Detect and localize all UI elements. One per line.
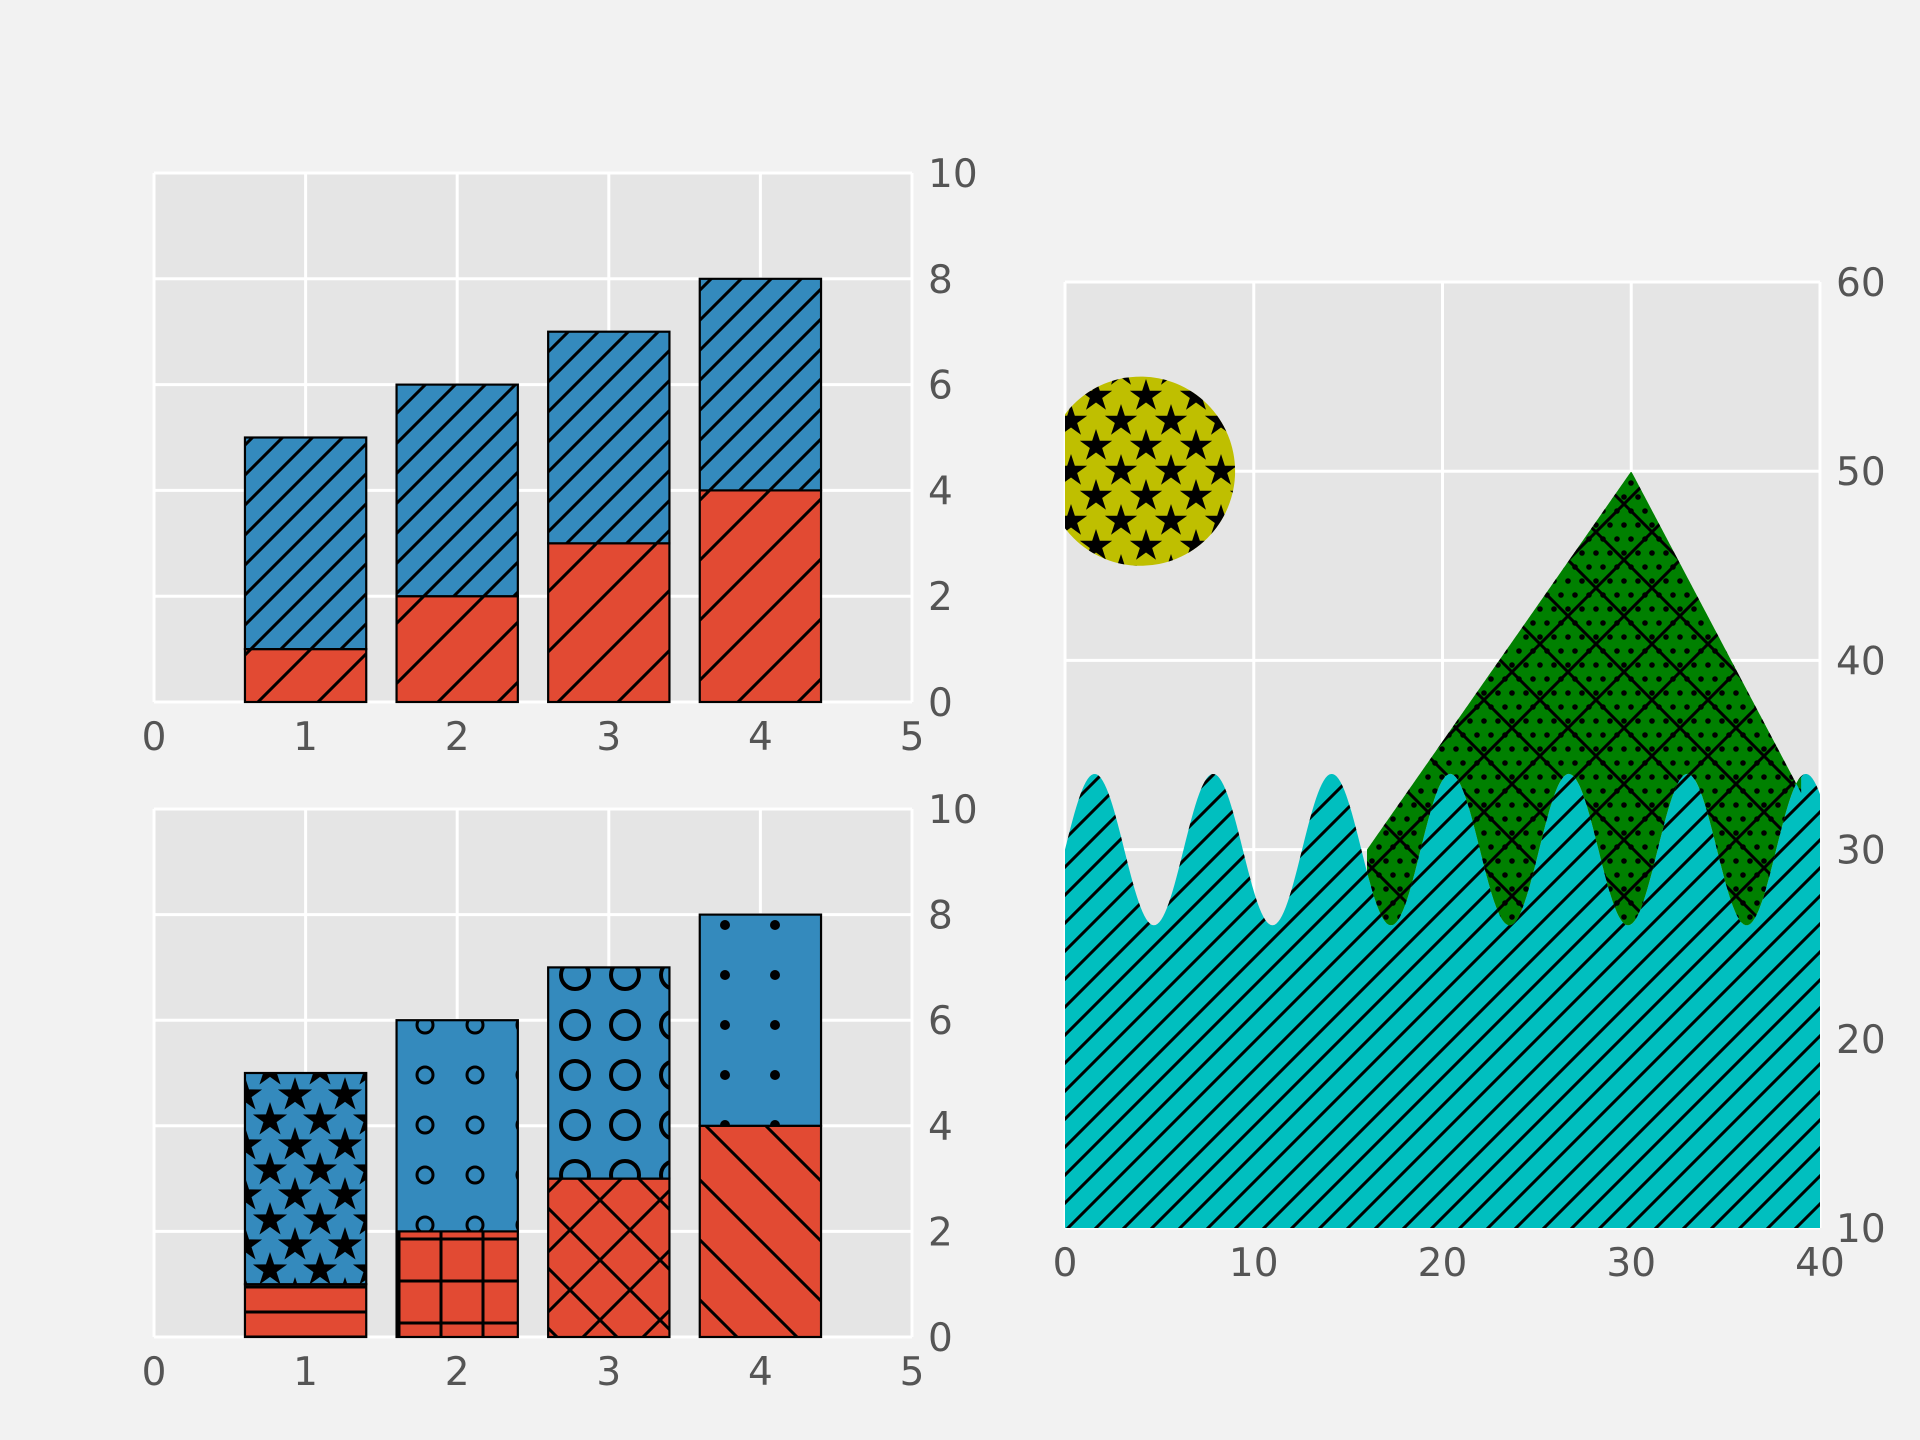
y-tick-label: 4: [928, 1105, 953, 1150]
bar-series1-cat3-hatch: [548, 543, 670, 702]
y-tick-label: 10: [1836, 1207, 1886, 1252]
x-tick-label: 5: [900, 1350, 925, 1395]
x-tick-label: 1: [293, 1350, 318, 1395]
y-tick-label: 2: [928, 575, 953, 620]
y-tick-label: 4: [928, 469, 953, 514]
bar-series2-cat2-edge: [395, 383, 519, 598]
bar-series2-cat4-hatch: [699, 278, 822, 491]
y-tick-label: 0: [928, 1316, 953, 1361]
x-tick-label: 1: [293, 715, 318, 760]
y-tick-label: 60: [1836, 261, 1886, 306]
bar-series2-cat1-hatch: [244, 437, 367, 650]
bar-series1-cat3-hatch: [548, 1178, 670, 1337]
x-tick-label: 3: [596, 715, 621, 760]
y-tick-label: 30: [1836, 829, 1886, 874]
x-tick-label: 30: [1606, 1241, 1656, 1286]
y-tick-label: 10: [928, 152, 978, 197]
x-tick-label: 2: [445, 1350, 470, 1395]
y-tick-label: 8: [928, 258, 953, 303]
x-tick-label: 0: [142, 715, 167, 760]
x-tick-label: 3: [596, 1350, 621, 1395]
plot-area: [1065, 376, 1820, 1228]
wave-area-hatch: [1065, 773, 1820, 1228]
x-tick-label: 4: [748, 1350, 773, 1395]
bar-series2-cat2-hatch: [396, 1020, 518, 1232]
bar-series2-cat1-edge: [243, 1071, 368, 1286]
bar-series2-cat1-hatch: [244, 1073, 367, 1285]
bar-series2-cat2-hatch: [396, 384, 518, 597]
y-tick-label: 2: [928, 1210, 953, 1255]
mountain-area-hatch: [1367, 471, 1802, 926]
x-tick-label: 20: [1418, 1241, 1468, 1286]
y-tick-label: 40: [1836, 639, 1886, 684]
bar-series1-cat1-hatch: [244, 649, 367, 702]
bar-series2-cat4-edge: [698, 913, 823, 1127]
x-tick-label: 5: [900, 715, 925, 760]
bar-series2-cat3-hatch: [548, 331, 670, 544]
bar-series1-cat4-hatch: [699, 1125, 822, 1337]
y-tick-label: 50: [1836, 450, 1886, 495]
y-tick-label: 6: [928, 364, 953, 409]
y-tick-label: 20: [1836, 1018, 1886, 1063]
bar-series2-cat3-hatch: [548, 967, 670, 1179]
bar-series2-cat4-edge: [698, 277, 823, 492]
x-tick-label: 0: [142, 1350, 167, 1395]
bar-series2-cat3-edge: [547, 966, 671, 1180]
x-tick-label: 2: [445, 715, 470, 760]
bar-series1-cat2-hatch: [396, 596, 518, 702]
x-tick-label: 4: [748, 715, 773, 760]
bar-series2-cat4-hatch: [699, 914, 822, 1126]
x-tick-label: 40: [1795, 1241, 1845, 1286]
bar-series1-cat1-hatch: [244, 1284, 367, 1337]
y-tick-label: 0: [928, 681, 953, 726]
x-tick-label: 0: [1053, 1241, 1078, 1286]
bar-series2-cat2-edge: [395, 1019, 519, 1233]
x-tick-label: 10: [1229, 1241, 1279, 1286]
y-tick-label: 6: [928, 999, 953, 1044]
bar-series2-cat3-edge: [547, 330, 671, 545]
bar-series1-cat4-hatch: [699, 490, 822, 702]
bar-series2-cat1-edge: [243, 436, 368, 651]
bar-series1-cat2-hatch: [396, 1231, 518, 1337]
circle-patch-hatch: [1065, 376, 1236, 566]
y-tick-label: 8: [928, 894, 953, 939]
y-tick-label: 10: [928, 788, 978, 833]
